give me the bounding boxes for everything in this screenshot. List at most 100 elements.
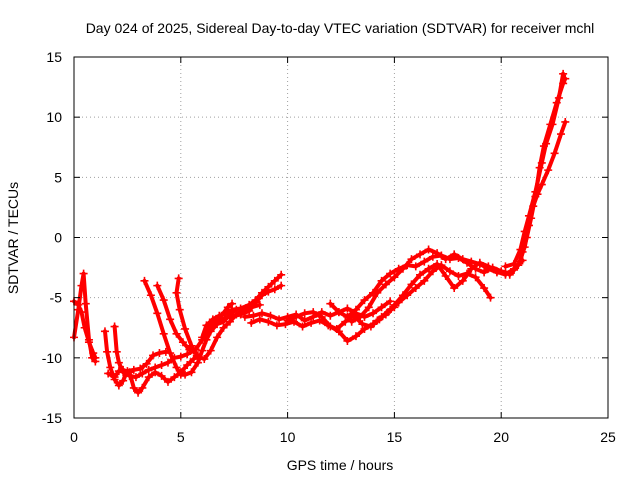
data-point-marker — [450, 284, 459, 293]
data-point-marker — [309, 308, 318, 317]
data-point-marker — [181, 324, 190, 333]
data-point-marker — [198, 333, 207, 342]
data-point-marker — [178, 338, 187, 347]
data-point-marker — [356, 312, 365, 321]
data-point-marker — [277, 281, 286, 290]
data-point-marker — [270, 285, 279, 294]
data-point-marker — [153, 309, 162, 318]
data-point-marker — [80, 323, 89, 332]
data-point-marker — [79, 269, 88, 278]
data-point-marker — [360, 324, 369, 333]
data-point-marker — [441, 255, 450, 264]
data-point-marker — [275, 315, 284, 324]
data-point-marker — [343, 336, 352, 345]
data-point-marker — [475, 258, 484, 267]
data-point-marker — [163, 377, 172, 386]
data-point-marker — [522, 233, 531, 242]
data-point-marker — [202, 327, 211, 336]
y-tick-label: -15 — [42, 410, 62, 426]
data-point-marker — [398, 264, 407, 273]
data-point-marker — [84, 338, 93, 347]
data-point-marker — [136, 364, 145, 373]
series-track-2 — [70, 297, 100, 362]
data-point-marker — [240, 312, 249, 321]
data-point-marker — [103, 347, 112, 356]
data-point-marker — [334, 327, 343, 336]
data-point-marker — [257, 291, 266, 300]
data-point-marker — [144, 365, 153, 374]
data-point-marker — [516, 257, 525, 266]
data-point-marker — [420, 257, 429, 266]
data-point-marker — [373, 316, 382, 325]
data-point-marker — [544, 166, 553, 175]
y-tick-label: -10 — [42, 350, 62, 366]
data-point-marker — [91, 353, 100, 362]
x-tick-label: 10 — [280, 429, 296, 445]
y-tick-label: -5 — [50, 290, 63, 306]
data-point-marker — [198, 346, 207, 355]
data-point-marker — [416, 250, 425, 259]
data-point-marker — [176, 352, 185, 361]
data-point-marker — [559, 69, 568, 78]
data-point-marker — [407, 280, 416, 289]
data-point-marker — [163, 358, 172, 367]
data-point-marker — [351, 305, 360, 314]
data-point-marker — [221, 309, 230, 318]
data-point-marker — [129, 383, 138, 392]
data-point-marker — [351, 332, 360, 341]
data-point-marker — [343, 312, 352, 321]
data-point-marker — [89, 349, 98, 358]
data-point-marker — [450, 250, 459, 259]
x-tick-label: 0 — [70, 429, 78, 445]
y-tick-label: 10 — [46, 109, 62, 125]
data-point-marker — [369, 309, 378, 318]
data-point-marker — [249, 311, 258, 320]
data-point-marker — [236, 310, 245, 319]
series-line — [328, 253, 512, 319]
data-point-marker — [129, 365, 138, 374]
data-point-marker — [213, 333, 222, 342]
data-point-marker — [157, 361, 166, 370]
data-point-marker — [138, 383, 147, 392]
data-point-marker — [119, 368, 128, 377]
data-point-marker — [480, 268, 489, 277]
data-point-marker — [471, 273, 480, 282]
data-point-marker — [264, 287, 273, 296]
y-tick-label: 15 — [46, 49, 62, 65]
data-point-marker — [454, 272, 463, 281]
data-point-marker — [484, 262, 493, 271]
data-point-marker — [411, 284, 420, 293]
data-point-marker — [187, 368, 196, 377]
data-point-marker — [539, 142, 548, 151]
data-point-marker — [420, 276, 429, 285]
data-point-marker — [172, 363, 181, 372]
data-point-marker — [142, 359, 151, 368]
data-point-marker — [110, 373, 119, 382]
data-point-marker — [266, 311, 275, 320]
data-point-marker — [307, 318, 316, 327]
data-point-marker — [166, 315, 175, 324]
x-tick-label: 5 — [177, 429, 185, 445]
data-point-marker — [146, 291, 155, 300]
data-point-marker — [181, 370, 190, 379]
data-point-marker — [81, 299, 90, 308]
data-point-marker — [343, 304, 352, 313]
data-point-marker — [104, 369, 113, 378]
data-point-marker — [112, 347, 121, 356]
data-point-marker — [159, 296, 168, 305]
data-point-marker — [110, 322, 119, 331]
data-point-marker — [369, 320, 378, 329]
data-point-marker — [170, 373, 179, 382]
data-point-marker — [373, 288, 382, 297]
data-point-marker — [441, 272, 450, 281]
data-point-marker — [183, 361, 192, 370]
data-point-marker — [217, 315, 226, 324]
y-tick-label: 5 — [54, 169, 62, 185]
y-tick-label: 0 — [54, 230, 62, 246]
data-point-marker — [559, 79, 568, 88]
data-point-marker — [424, 264, 433, 273]
plot-frame — [73, 56, 609, 419]
data-point-marker — [247, 318, 256, 327]
data-point-marker — [390, 300, 399, 309]
